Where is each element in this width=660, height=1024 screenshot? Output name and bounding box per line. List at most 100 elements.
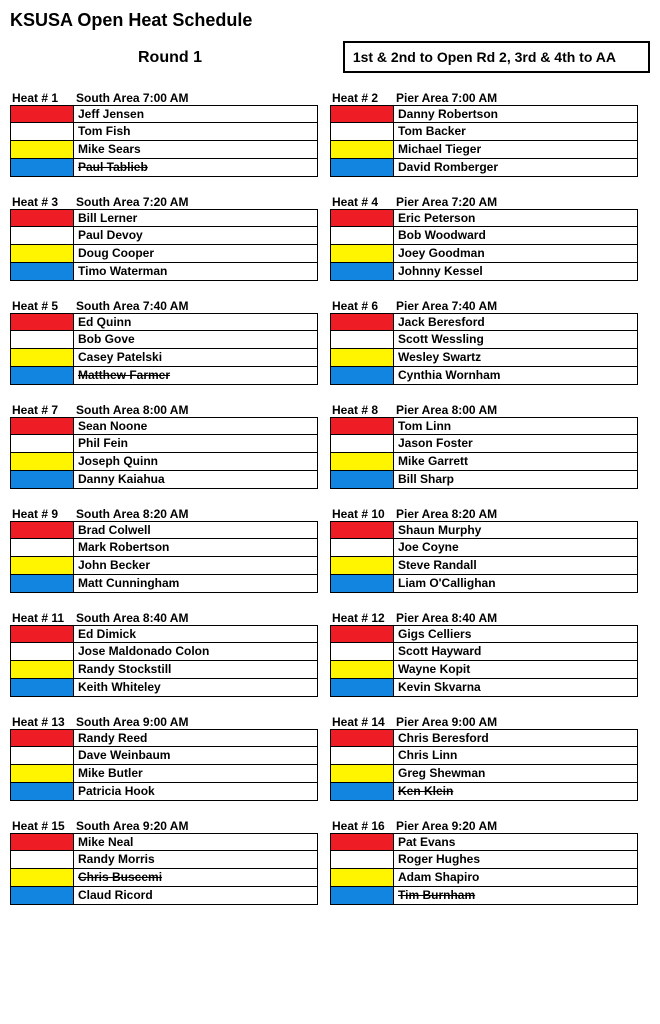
heat-row: Cynthia Wornham bbox=[330, 367, 638, 385]
rider-name-cell: Bill Lerner bbox=[74, 209, 318, 227]
heat-block: Heat # 15South Area 9:20 AMMike NealRand… bbox=[10, 819, 330, 905]
heat-header: Heat # 8Pier Area 8:00 AM bbox=[330, 403, 638, 417]
heat-row: Joseph Quinn bbox=[10, 453, 318, 471]
heat-row: Liam O'Callighan bbox=[330, 575, 638, 593]
rider-color-cell bbox=[10, 747, 74, 765]
rider-color-cell bbox=[330, 625, 394, 643]
rider-name-cell: Eric Peterson bbox=[394, 209, 638, 227]
heat-header: Heat # 13South Area 9:00 AM bbox=[10, 715, 318, 729]
heat-row: Matt Cunningham bbox=[10, 575, 318, 593]
rider-color-cell bbox=[330, 435, 394, 453]
rider-color-cell bbox=[10, 575, 74, 593]
rider-color-cell bbox=[10, 141, 74, 159]
heat-table: Brad ColwellMark RobertsonJohn BeckerMat… bbox=[10, 521, 318, 593]
heat-block: Heat # 9South Area 8:20 AMBrad ColwellMa… bbox=[10, 507, 330, 593]
heat-row: David Romberger bbox=[330, 159, 638, 177]
rider-color-cell bbox=[10, 557, 74, 575]
heat-row: Adam Shapiro bbox=[330, 869, 638, 887]
heat-table: Sean NoonePhil FeinJoseph QuinnDanny Kai… bbox=[10, 417, 318, 489]
heat-row: Sean Noone bbox=[10, 417, 318, 435]
heat-row: Phil Fein bbox=[10, 435, 318, 453]
rider-name-cell: Scott Wessling bbox=[394, 331, 638, 349]
rider-color-cell bbox=[330, 851, 394, 869]
heat-block: Heat # 5South Area 7:40 AMEd QuinnBob Go… bbox=[10, 299, 330, 385]
rider-name-cell: Tim Burnham bbox=[394, 887, 638, 905]
heat-row: Ed Dimick bbox=[10, 625, 318, 643]
rider-name-cell: Pat Evans bbox=[394, 833, 638, 851]
heat-header: Heat # 16Pier Area 9:20 AM bbox=[330, 819, 638, 833]
heat-row: Matthew Farmer bbox=[10, 367, 318, 385]
heat-row: Michael Tieger bbox=[330, 141, 638, 159]
heat-table: Eric PetersonBob WoodwardJoey GoodmanJoh… bbox=[330, 209, 638, 281]
rider-color-cell bbox=[10, 765, 74, 783]
heat-row: Danny Kaiahua bbox=[10, 471, 318, 489]
heat-number-label: Heat # 2 bbox=[330, 91, 394, 105]
heat-table: Jack BeresfordScott WesslingWesley Swart… bbox=[330, 313, 638, 385]
header-row: Round 1 1st & 2nd to Open Rd 2, 3rd & 4t… bbox=[10, 41, 650, 73]
rider-name-cell: Ken Klein bbox=[394, 783, 638, 801]
heat-row: Mike Sears bbox=[10, 141, 318, 159]
rider-name-cell: Mike Neal bbox=[74, 833, 318, 851]
rider-name-cell: Randy Reed bbox=[74, 729, 318, 747]
rider-color-cell bbox=[330, 313, 394, 331]
rider-color-cell bbox=[10, 123, 74, 141]
rider-name-cell: Ed Quinn bbox=[74, 313, 318, 331]
page-title: KSUSA Open Heat Schedule bbox=[10, 10, 650, 31]
advancement-box: 1st & 2nd to Open Rd 2, 3rd & 4th to AA bbox=[343, 41, 650, 73]
heat-row: Jack Beresford bbox=[330, 313, 638, 331]
rider-color-cell bbox=[10, 313, 74, 331]
heat-row: Danny Robertson bbox=[330, 105, 638, 123]
heat-number-label: Heat # 1 bbox=[10, 91, 74, 105]
heat-row: Jose Maldonado Colon bbox=[10, 643, 318, 661]
heat-meta: South Area 8:40 AM bbox=[74, 611, 318, 625]
heat-row: Ed Quinn bbox=[10, 313, 318, 331]
rider-name-cell: Joseph Quinn bbox=[74, 453, 318, 471]
heat-meta: Pier Area 8:00 AM bbox=[394, 403, 638, 417]
rider-color-cell bbox=[330, 471, 394, 489]
rider-name-cell: Claud Ricord bbox=[74, 887, 318, 905]
rider-name-cell: Paul Tablieb bbox=[74, 159, 318, 177]
rider-name-cell: Brad Colwell bbox=[74, 521, 318, 539]
heat-table: Bill LernerPaul DevoyDoug CooperTimo Wat… bbox=[10, 209, 318, 281]
heat-row: Tim Burnham bbox=[330, 887, 638, 905]
rider-name-cell: Greg Shewman bbox=[394, 765, 638, 783]
rider-name-cell: Paul Devoy bbox=[74, 227, 318, 245]
rider-color-cell bbox=[330, 887, 394, 905]
rider-name-cell: Jeff Jensen bbox=[74, 105, 318, 123]
rider-name-cell: Wesley Swartz bbox=[394, 349, 638, 367]
rider-color-cell bbox=[10, 729, 74, 747]
rider-name-cell: Randy Stockstill bbox=[74, 661, 318, 679]
heat-row: Mark Robertson bbox=[10, 539, 318, 557]
rider-color-cell bbox=[330, 521, 394, 539]
heat-row: Johnny Kessel bbox=[330, 263, 638, 281]
rider-color-cell bbox=[10, 679, 74, 697]
rider-color-cell bbox=[10, 245, 74, 263]
heat-table: Jeff JensenTom FishMike SearsPaul Tablie… bbox=[10, 105, 318, 177]
heat-row: Tom Fish bbox=[10, 123, 318, 141]
rider-color-cell bbox=[330, 331, 394, 349]
heat-table: Shaun MurphyJoe CoyneSteve RandallLiam O… bbox=[330, 521, 638, 593]
rider-name-cell: Patricia Hook bbox=[74, 783, 318, 801]
heat-meta: South Area 7:00 AM bbox=[74, 91, 318, 105]
heat-meta: Pier Area 7:00 AM bbox=[394, 91, 638, 105]
rider-name-cell: Mike Sears bbox=[74, 141, 318, 159]
rider-color-cell bbox=[330, 783, 394, 801]
rider-name-cell: Dave Weinbaum bbox=[74, 747, 318, 765]
heat-table: Tom LinnJason FosterMike GarrettBill Sha… bbox=[330, 417, 638, 489]
rider-color-cell bbox=[330, 765, 394, 783]
rider-color-cell bbox=[10, 521, 74, 539]
rider-color-cell bbox=[10, 453, 74, 471]
heat-row: Paul Tablieb bbox=[10, 159, 318, 177]
heat-meta: South Area 9:00 AM bbox=[74, 715, 318, 729]
heat-number-label: Heat # 8 bbox=[330, 403, 394, 417]
rider-name-cell: Roger Hughes bbox=[394, 851, 638, 869]
rider-color-cell bbox=[330, 661, 394, 679]
heat-meta: Pier Area 9:00 AM bbox=[394, 715, 638, 729]
rider-name-cell: Timo Waterman bbox=[74, 263, 318, 281]
rider-color-cell bbox=[330, 159, 394, 177]
rider-color-cell bbox=[330, 557, 394, 575]
heat-meta: Pier Area 8:20 AM bbox=[394, 507, 638, 521]
rider-name-cell: Joe Coyne bbox=[394, 539, 638, 557]
rider-name-cell: Johnny Kessel bbox=[394, 263, 638, 281]
rider-name-cell: Chris Beresford bbox=[394, 729, 638, 747]
